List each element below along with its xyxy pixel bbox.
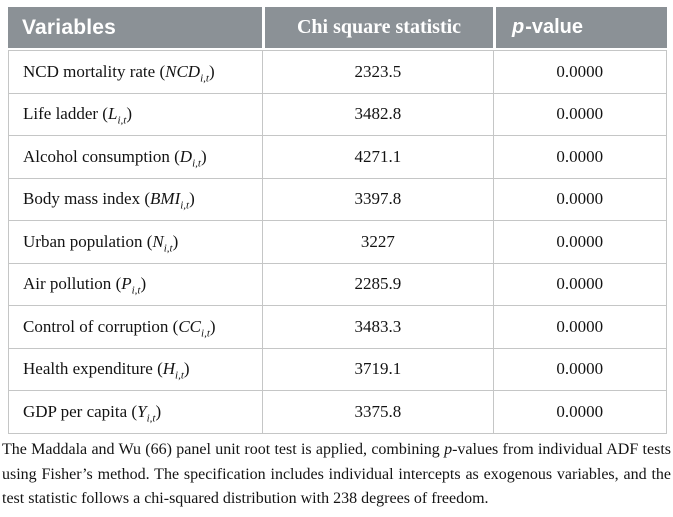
open-paren: ( — [140, 189, 151, 209]
table-body: NCD mortality rate (NCDi,t) 2323.5 0.000… — [8, 50, 667, 434]
p-value-cell: 0.0000 — [492, 263, 666, 305]
open-paren: ( — [168, 316, 179, 336]
variable-name-cell: Control of corruption (CCi,t) — [9, 306, 262, 348]
variable-name-cell: Air pollution (Pi,t) — [9, 264, 262, 306]
p-value-cell: 0.0000 — [492, 93, 666, 135]
close-paren: ) — [209, 316, 216, 336]
p-value-cell: 0.0000 — [492, 221, 666, 263]
variable-name-cell: NCD mortality rate (NCDi,t) — [9, 51, 262, 93]
variable-label: Body mass index — [23, 189, 141, 209]
open-paren: ( — [111, 274, 122, 294]
open-paren: ( — [152, 359, 163, 379]
footnote-text-segment: p — [444, 441, 453, 458]
close-paren: ) — [189, 189, 195, 209]
variable-subscript: i,t — [201, 327, 210, 340]
table-row: Health expenditure (Hi,t) 3719.1 0.0000 — [9, 347, 666, 391]
close-paren: ) — [126, 104, 132, 124]
variable-symbol: Y — [137, 401, 147, 421]
column-header-variables: Variables — [22, 15, 117, 39]
close-paren: ) — [183, 359, 190, 379]
close-paren: ) — [172, 231, 179, 251]
p-value-italic-p: p — [512, 16, 525, 38]
open-paren: ( — [155, 61, 166, 81]
column-header-p-value: p -value — [493, 7, 667, 48]
close-paren: ) — [155, 401, 162, 421]
table-row: Body mass index (BMIi,t) 3397.8 0.0000 — [9, 177, 666, 221]
variable-label: Air pollution — [23, 274, 112, 294]
chi-square-value-cell: 3375.8 — [262, 391, 492, 433]
close-paren: ) — [140, 274, 147, 294]
table-header-row: Variables Chi square statistic p -value — [8, 7, 667, 48]
table-row: Alcohol consumption (Di,t) 4271.1 0.0000 — [9, 135, 666, 178]
table-row: Life ladder (Li,t) 3482.8 0.0000 — [9, 92, 666, 136]
variable-name-cell: Life ladder (Li,t) — [9, 94, 262, 136]
variable-label: Control of corruption — [23, 316, 169, 336]
table-row: GDP per capita (Yi,t) 3375.8 0.0000 — [9, 390, 666, 433]
variable-label: Urban population — [23, 231, 143, 251]
variable-label: Health expenditure — [23, 359, 153, 379]
chi-square-value-cell: 2323.5 — [262, 51, 492, 93]
variable-subscript: i,t — [146, 412, 156, 425]
variable-name-cell: Body mass index (BMIi,t) — [9, 179, 262, 221]
chi-square-value-cell: 3227 — [262, 221, 492, 263]
chi-square-value-cell: 4271.1 — [262, 136, 492, 178]
variable-name-cell: GDP per capita (Yi,t) — [9, 391, 262, 433]
p-value-cell: 0.0000 — [492, 51, 666, 93]
open-paren: ( — [98, 104, 108, 124]
open-paren: ( — [127, 401, 138, 421]
variable-subscript: i,t — [117, 114, 127, 127]
table-row: Urban population (Ni,t) 3227 0.0000 — [9, 220, 666, 263]
variable-subscript: i,t — [131, 284, 141, 297]
variable-label: NCD mortality rate — [23, 61, 156, 81]
p-value-label-rest: -value — [525, 16, 584, 38]
close-paren: ) — [200, 146, 207, 166]
variable-label: Alcohol consumption — [23, 146, 170, 166]
variable-name-cell: Alcohol consumption (Di,t) — [9, 136, 262, 178]
variable-label: GDP per capita — [23, 401, 128, 421]
variable-name-cell: Urban population (Ni,t) — [9, 221, 262, 263]
footnote-text-segment: -values from individual ADF tests using … — [2, 441, 671, 507]
chi-square-value-cell: 3397.8 — [262, 178, 492, 220]
variable-symbol: D — [179, 146, 193, 166]
p-value-cell: 0.0000 — [492, 391, 666, 433]
column-header-chi-square-statistic: Chi square statistic — [262, 7, 493, 48]
table-row: NCD mortality rate (NCDi,t) 2323.5 0.000… — [9, 51, 666, 93]
chi-square-value-cell: 3483.3 — [262, 306, 492, 348]
variable-subscript: i,t — [192, 157, 201, 170]
variable-subscript: i,t — [175, 369, 184, 382]
p-value-cell: 0.0000 — [492, 178, 666, 220]
variable-symbol: CC — [178, 316, 202, 336]
variable-name-cell: Health expenditure (Hi,t) — [9, 349, 262, 391]
table-row: Air pollution (Pi,t) 2285.9 0.0000 — [9, 262, 666, 306]
variable-label: Life ladder — [23, 104, 99, 124]
open-paren: ( — [142, 231, 153, 251]
variable-symbol: L — [107, 104, 118, 124]
footnote-text-segment: The Maddala and Wu (66) panel unit root … — [2, 441, 445, 458]
variable-symbol: NCD — [165, 61, 201, 81]
variable-symbol: BMI — [150, 189, 181, 209]
unit-root-test-table: Variables Chi square statistic p -value N… — [8, 7, 667, 434]
variable-symbol: H — [162, 359, 176, 379]
variable-subscript: i,t — [163, 242, 173, 255]
p-value-cell: 0.0000 — [492, 348, 666, 390]
table-row: Control of corruption (CCi,t) 3483.3 0.0… — [9, 305, 666, 348]
open-paren: ( — [169, 146, 180, 166]
p-value-cell: 0.0000 — [492, 306, 666, 348]
variable-symbol: P — [121, 274, 132, 294]
chi-square-value-cell: 3482.8 — [262, 93, 492, 135]
variable-subscript: i,t — [180, 199, 190, 212]
close-paren: ) — [208, 61, 215, 81]
chi-square-value-cell: 3719.1 — [262, 348, 492, 390]
p-value-cell: 0.0000 — [492, 136, 666, 178]
table-footnote: The Maddala and Wu (66) panel unit root … — [2, 438, 671, 512]
variable-symbol: N — [152, 231, 164, 251]
chi-square-value-cell: 2285.9 — [262, 263, 492, 305]
variable-subscript: i,t — [200, 72, 209, 85]
